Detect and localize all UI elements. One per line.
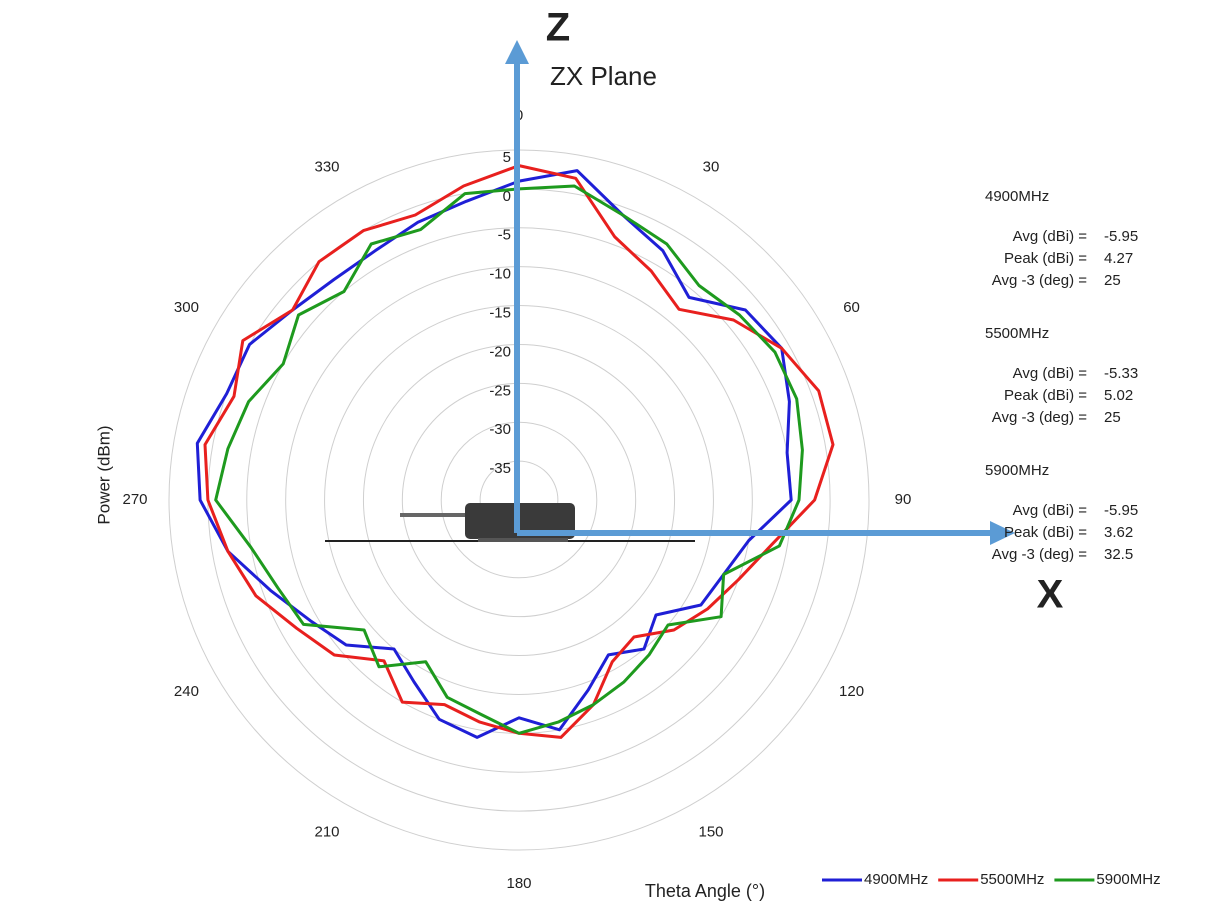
- stats-value: 32.5: [1104, 546, 1133, 563]
- theta-tick-label: 270: [122, 491, 147, 508]
- stats: 4900MHz Avg (dBi) = -5.95 Peak (dBi) = 4.27 A…: [985, 188, 1138, 563]
- legend-label: 5900MHz: [1096, 871, 1160, 888]
- theta-tick-label: 180: [506, 875, 531, 892]
- device: [325, 503, 695, 542]
- theta-tick-label: 210: [314, 824, 339, 841]
- stats-label: Peak (dBi) =: [1004, 387, 1087, 404]
- r-tick-label: 0: [503, 188, 511, 205]
- r-tick-label: -30: [489, 421, 511, 438]
- r-tick-label: -10: [489, 266, 511, 283]
- theta-tick-label: 300: [174, 299, 199, 316]
- stats-label: Avg -3 (deg) =: [992, 546, 1087, 563]
- stats-label: Avg (dBi) =: [1013, 365, 1088, 382]
- stats-value: 4.27: [1104, 250, 1133, 267]
- x-axis-title: Theta Angle (°): [645, 881, 765, 901]
- stats-label: Avg -3 (deg) =: [992, 272, 1087, 289]
- r-tick-label: -25: [489, 382, 511, 399]
- legend-label: 5500MHz: [980, 871, 1044, 888]
- theta-tick-label: 240: [174, 683, 199, 700]
- y-axis-title: Power (dBm): [94, 425, 113, 524]
- theta-tick-label: 60: [843, 299, 860, 316]
- r-tick-label: -15: [489, 305, 511, 322]
- stats-value: 3.62: [1104, 524, 1133, 541]
- z-label: Z: [546, 6, 570, 50]
- r-tick-label: -5: [498, 227, 511, 244]
- stats-value: -5.33: [1104, 365, 1138, 382]
- theta-tick-label: 90: [895, 491, 912, 508]
- chart-title: ZX Plane: [550, 61, 657, 91]
- plot: [195, 164, 835, 739]
- stats-label: Peak (dBi) =: [1004, 524, 1087, 541]
- axis-arrows: [505, 40, 1015, 545]
- series-line: [214, 184, 804, 735]
- stats-heading: 5900MHz: [985, 462, 1049, 479]
- theta-tick-label: 150: [698, 824, 723, 841]
- stats-heading: 4900MHz: [985, 188, 1049, 205]
- series-line: [195, 169, 793, 739]
- stats-heading: 5500MHz: [985, 325, 1049, 342]
- r-tick-label: -20: [489, 343, 511, 360]
- r-tick-label: 5: [503, 149, 511, 166]
- legend: 4900MHz 5500MHz 5900MHz: [822, 871, 1161, 888]
- stats-label: Avg (dBi) =: [1013, 502, 1088, 519]
- stats-value: -5.95: [1104, 502, 1138, 519]
- legend-label: 4900MHz: [864, 871, 928, 888]
- stats-value: 25: [1104, 272, 1121, 289]
- theta-tick-label: 120: [839, 683, 864, 700]
- stats-value: 5.02: [1104, 387, 1133, 404]
- x-label: X: [1037, 573, 1064, 617]
- stats-label: Peak (dBi) =: [1004, 250, 1087, 267]
- r-tick-label: -35: [489, 460, 511, 477]
- stats-value: -5.95: [1104, 228, 1138, 245]
- theta-tick-label: 30: [703, 158, 720, 175]
- stats-value: 25: [1104, 409, 1121, 426]
- theta-tick-label: 330: [314, 158, 339, 175]
- stats-label: Avg -3 (deg) =: [992, 409, 1087, 426]
- stats-label: Avg (dBi) =: [1013, 228, 1088, 245]
